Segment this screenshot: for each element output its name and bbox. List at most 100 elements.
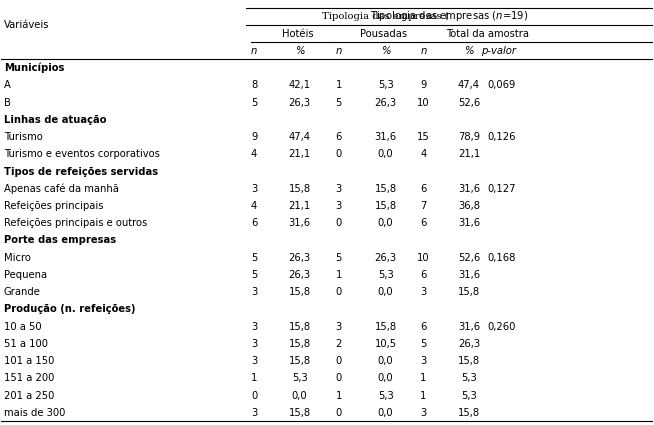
Text: 3: 3	[251, 287, 257, 297]
Text: 5,3: 5,3	[461, 391, 477, 401]
Text: Linhas de atuação: Linhas de atuação	[4, 115, 107, 125]
Text: 15,8: 15,8	[458, 287, 480, 297]
Text: Produção (n. refeições): Produção (n. refeições)	[4, 304, 135, 314]
Text: n: n	[420, 46, 426, 56]
Text: B: B	[4, 98, 11, 108]
Text: 0,0: 0,0	[378, 149, 394, 159]
Text: 5,3: 5,3	[461, 374, 477, 383]
Text: 15: 15	[417, 132, 430, 142]
Text: %: %	[464, 46, 473, 56]
Text: 6: 6	[420, 218, 426, 228]
Text: 3: 3	[251, 408, 257, 418]
Text: 4: 4	[251, 201, 257, 211]
Text: 0,0: 0,0	[378, 218, 394, 228]
Text: 3: 3	[421, 408, 426, 418]
Text: 5: 5	[420, 339, 426, 349]
Text: 47,4: 47,4	[288, 132, 311, 142]
Text: 6: 6	[336, 132, 342, 142]
Text: 10: 10	[417, 253, 430, 263]
Text: Porte das empresas: Porte das empresas	[4, 235, 116, 246]
Text: 15,8: 15,8	[458, 408, 480, 418]
Text: 1: 1	[336, 80, 342, 90]
Text: 15,8: 15,8	[288, 356, 311, 366]
Text: 201 a 250: 201 a 250	[4, 391, 54, 401]
Text: 31,6: 31,6	[458, 270, 480, 280]
Text: Pousadas: Pousadas	[360, 28, 407, 39]
Text: 5,3: 5,3	[378, 270, 394, 280]
Text: Variáveis: Variáveis	[4, 20, 50, 30]
Text: 26,3: 26,3	[288, 98, 311, 108]
Text: 36,8: 36,8	[458, 201, 480, 211]
Text: 0: 0	[336, 374, 342, 383]
Text: 4: 4	[421, 149, 426, 159]
Text: 3: 3	[251, 322, 257, 332]
Text: 5: 5	[336, 98, 342, 108]
Text: 3: 3	[251, 339, 257, 349]
Text: 1: 1	[420, 391, 426, 401]
Text: 101 a 150: 101 a 150	[4, 356, 54, 366]
Text: Total da amostra: Total da amostra	[446, 28, 529, 39]
Text: 0,126: 0,126	[487, 132, 516, 142]
Text: 151 a 200: 151 a 200	[4, 374, 54, 383]
Text: 51 a 100: 51 a 100	[4, 339, 48, 349]
Text: 26,3: 26,3	[288, 253, 311, 263]
Text: 0,168: 0,168	[487, 253, 516, 263]
Text: 26,3: 26,3	[458, 339, 480, 349]
Text: 5,3: 5,3	[378, 80, 394, 90]
Text: mais de 300: mais de 300	[4, 408, 65, 418]
Text: Grande: Grande	[4, 287, 41, 297]
Text: 42,1: 42,1	[288, 80, 311, 90]
Text: 9: 9	[251, 132, 257, 142]
Text: Tipos de refeições servidas: Tipos de refeições servidas	[4, 167, 158, 176]
Text: Tipologia das empresas ($\it{n}$=19): Tipologia das empresas ($\it{n}$=19)	[370, 9, 528, 23]
Text: Municípios: Municípios	[4, 63, 64, 74]
Text: 15,8: 15,8	[288, 322, 311, 332]
Text: n: n	[251, 46, 257, 56]
Text: 0,0: 0,0	[378, 408, 394, 418]
Text: 21,1: 21,1	[288, 201, 311, 211]
Text: Refeições principais e outros: Refeições principais e outros	[4, 218, 147, 228]
Text: 6: 6	[420, 184, 426, 194]
Text: 21,1: 21,1	[288, 149, 311, 159]
Text: n: n	[336, 46, 342, 56]
Text: 1: 1	[336, 391, 342, 401]
Text: 0: 0	[336, 218, 342, 228]
Text: 0,0: 0,0	[292, 391, 307, 401]
Text: Apenas café da manhã: Apenas café da manhã	[4, 184, 119, 194]
Text: 3: 3	[251, 356, 257, 366]
Text: 15,8: 15,8	[288, 184, 311, 194]
Text: 31,6: 31,6	[288, 218, 311, 228]
Text: 3: 3	[336, 322, 342, 332]
Text: 6: 6	[251, 218, 257, 228]
Text: 9: 9	[420, 80, 426, 90]
Text: 0,0: 0,0	[378, 374, 394, 383]
Text: 0: 0	[336, 408, 342, 418]
Text: 78,9: 78,9	[458, 132, 480, 142]
Text: 15,8: 15,8	[288, 408, 311, 418]
Text: 5: 5	[251, 253, 257, 263]
Text: 5: 5	[251, 98, 257, 108]
Text: 4: 4	[251, 149, 257, 159]
Text: 6: 6	[420, 270, 426, 280]
Text: 0: 0	[336, 287, 342, 297]
Text: 0,127: 0,127	[487, 184, 516, 194]
Text: 52,6: 52,6	[458, 253, 480, 263]
Text: 5,3: 5,3	[378, 391, 394, 401]
Text: A: A	[4, 80, 11, 90]
Text: 52,6: 52,6	[458, 98, 480, 108]
Text: 3: 3	[421, 356, 426, 366]
Text: 1: 1	[336, 270, 342, 280]
Text: 15,8: 15,8	[375, 184, 397, 194]
Text: Pequena: Pequena	[4, 270, 47, 280]
Text: 0: 0	[336, 356, 342, 366]
Text: 21,1: 21,1	[458, 149, 480, 159]
Text: 31,6: 31,6	[458, 184, 480, 194]
Text: 47,4: 47,4	[458, 80, 480, 90]
Text: 26,3: 26,3	[288, 270, 311, 280]
Text: 5: 5	[251, 270, 257, 280]
Text: 10,5: 10,5	[375, 339, 397, 349]
Text: 15,8: 15,8	[288, 339, 311, 349]
Text: 7: 7	[420, 201, 426, 211]
Text: 26,3: 26,3	[375, 98, 397, 108]
Text: 3: 3	[251, 184, 257, 194]
